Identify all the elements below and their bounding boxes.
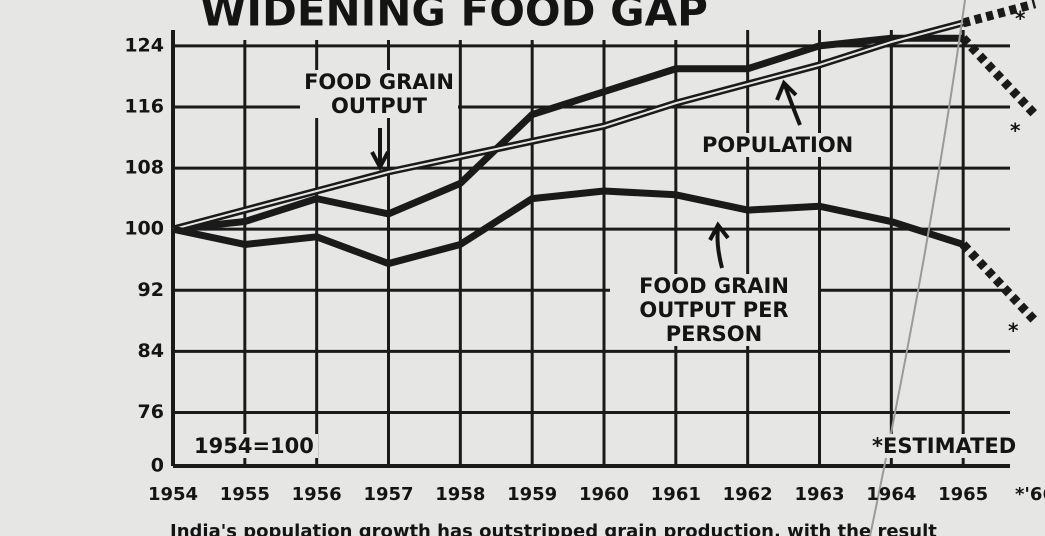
x-tick-label: 1956 xyxy=(292,484,342,505)
series-line xyxy=(172,34,964,233)
population-line-inner xyxy=(172,21,964,231)
arrow xyxy=(775,79,802,126)
x-tick-label: 1965 xyxy=(938,484,988,505)
lines xyxy=(172,0,1039,324)
series-label: FOOD GRAIN OUTPUT xyxy=(300,70,458,118)
annotation: 1954=100 xyxy=(190,434,318,458)
series-label: FOOD GRAIN OUTPUT PER PERSON xyxy=(610,274,818,346)
x-tick-label: 1954 xyxy=(148,484,198,505)
arrow xyxy=(708,221,730,269)
caption: India's population growth has outstrippe… xyxy=(170,521,937,536)
asterisk: * xyxy=(1010,119,1021,143)
arrow xyxy=(370,128,390,172)
chart-title: WIDENING FOOD GAP xyxy=(200,0,708,36)
y-tick-label: 76 xyxy=(138,401,164,423)
asterisk: * xyxy=(1015,7,1026,31)
y-tick-label: 92 xyxy=(138,279,164,301)
series-label: POPULATION xyxy=(698,133,858,157)
x-tick-label: 1957 xyxy=(363,484,413,505)
y-tick-label: 0 xyxy=(151,455,164,477)
y-tick-label: 108 xyxy=(124,157,164,179)
x-tick-label: 1961 xyxy=(651,484,701,505)
x-tick-label: 1962 xyxy=(723,484,773,505)
series-line xyxy=(959,241,1039,324)
series-line xyxy=(959,35,1039,118)
y-tick-label: 100 xyxy=(124,218,164,240)
x-tick-label: 1960 xyxy=(579,484,629,505)
y-tick-label: 116 xyxy=(124,95,164,117)
series-line xyxy=(172,187,965,268)
x-tick-label: 1958 xyxy=(435,484,485,505)
title-background xyxy=(195,0,695,40)
x-tick-label: 1964 xyxy=(866,484,916,505)
y-tick-label: 84 xyxy=(138,340,164,362)
asterisk: * xyxy=(1008,319,1019,343)
population-line xyxy=(962,0,1037,28)
y-tick-label: 124 xyxy=(124,34,164,56)
x-tick-label: 1963 xyxy=(794,484,844,505)
x-tick-label: *'66 xyxy=(1015,484,1045,505)
x-tick-label: 1959 xyxy=(507,484,557,505)
annotation: *ESTIMATED xyxy=(868,434,1021,458)
x-tick-label: 1955 xyxy=(220,484,270,505)
